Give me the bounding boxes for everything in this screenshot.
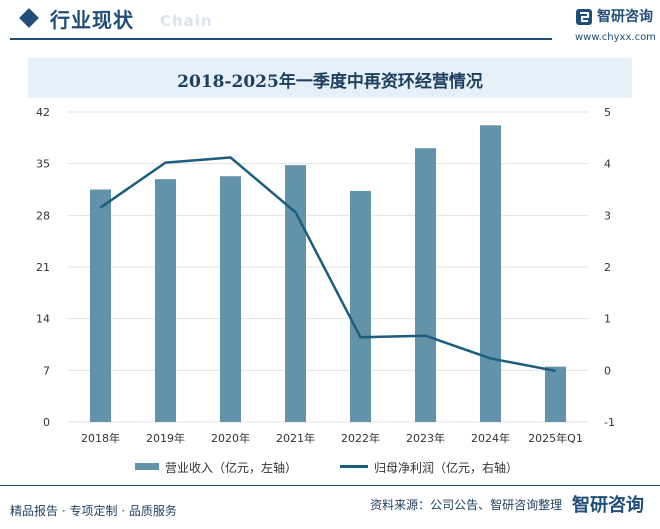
x-tick-label: 2018年 (81, 431, 120, 445)
x-tick-label: 2021年 (276, 431, 315, 445)
legend-swatch-profit (340, 465, 368, 468)
brand-url: www.chyxx.com (575, 32, 656, 43)
brand-name: 智研咨询 (597, 9, 653, 25)
bar-revenue (350, 190, 371, 422)
y-left-tick-label: 21 (36, 261, 50, 274)
y-left-tick-label: 35 (36, 158, 50, 171)
footer-divider (0, 485, 660, 486)
y-right-tick-label: 4 (604, 158, 611, 171)
x-tick-label: 2019年 (146, 431, 185, 445)
footer-tagline: 精品报告 · 专项定制 · 品质服务 (10, 504, 177, 518)
x-tick-label: 2023年 (406, 431, 445, 445)
y-right-tick-label: 1 (604, 313, 611, 326)
x-tick-label: 2022年 (341, 431, 380, 445)
bar-revenue (415, 148, 436, 422)
bar-revenue (480, 125, 501, 423)
bar-revenue (220, 176, 241, 422)
bar-revenue (90, 189, 111, 422)
x-tick-label: 2020年 (211, 431, 250, 445)
y-left-tick-label: 0 (43, 416, 50, 429)
bar-revenue (155, 179, 176, 422)
header: 行业现状 Chain 智研咨询 www.chyxx.com (0, 0, 660, 43)
line-profit (99, 156, 556, 373)
legend-label-profit: 归母净利润（亿元，右轴） (374, 461, 519, 475)
y-left-tick-label: 14 (36, 313, 50, 326)
y-right-tick-label: 2 (604, 261, 611, 274)
header-divider (10, 38, 552, 40)
brand-logo-icon (576, 9, 592, 25)
x-tick-label: 2024年 (471, 431, 510, 445)
y-left-tick-label: 7 (43, 364, 50, 377)
footer-source: 资料来源：公司公告、智研咨询整理 (370, 497, 563, 512)
chart-title-band: 2018-2025年一季度中再资环经营情况 (28, 58, 632, 98)
legend-label-revenue: 营业收入（亿元，左轴） (165, 461, 298, 475)
legend-swatch-revenue (135, 463, 159, 470)
footer-logo: 智研咨询 (572, 495, 644, 516)
bar-revenue (285, 165, 306, 422)
footer-source-block: 资料来源：公司公告、智研咨询整理 智研咨询 (370, 491, 644, 517)
y-right-tick-label: 3 (604, 209, 611, 222)
y-right-tick-label: 0 (604, 364, 611, 377)
chart-title: 2018-2025年一季度中再资环经营情况 (177, 72, 483, 92)
y-right-tick-label: 5 (604, 106, 611, 119)
x-tick-label: 2025年Q1 (528, 431, 583, 445)
y-right-tick-label: -1 (604, 416, 615, 429)
section-subtitle: Chain (160, 12, 213, 30)
bar-revenue (545, 366, 566, 422)
y-left-tick-label: 42 (36, 106, 50, 119)
y-left-tick-label: 28 (36, 209, 50, 222)
section-title: 行业现状 (50, 8, 134, 32)
